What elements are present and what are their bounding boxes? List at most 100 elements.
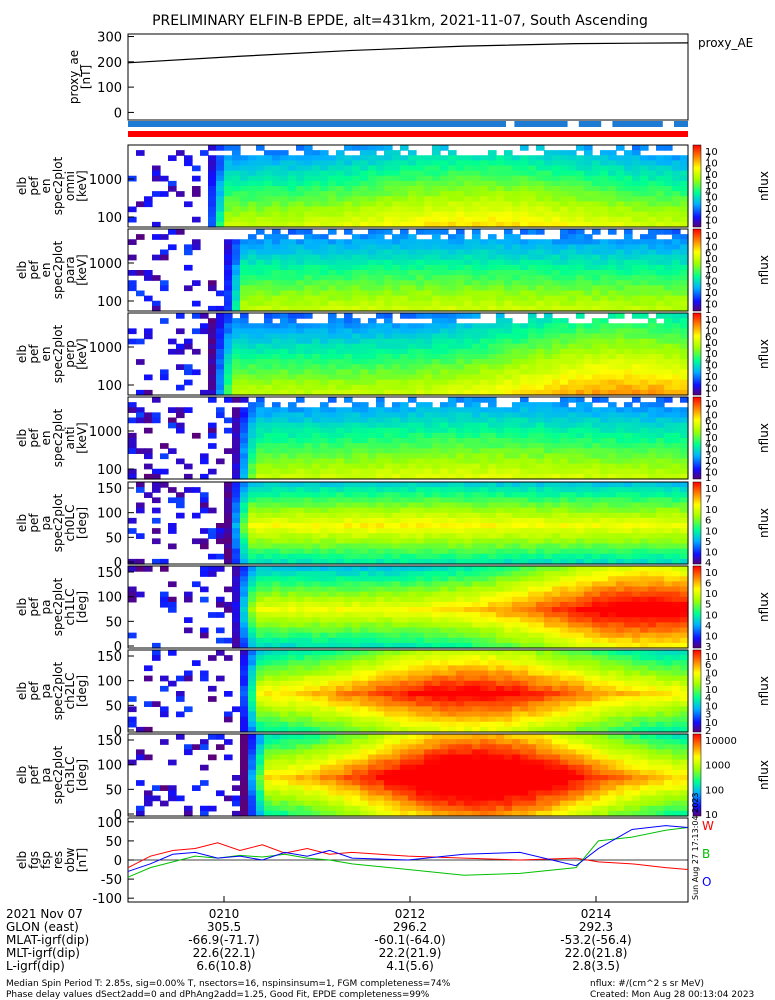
heatmap-cell <box>320 432 329 439</box>
heatmap-cell <box>192 581 201 588</box>
heatmap-cell <box>424 285 433 292</box>
heatmap-cell <box>680 468 689 475</box>
heatmap-cell <box>272 295 281 302</box>
heatmap-cell <box>624 290 633 297</box>
heatmap-cell <box>248 389 257 396</box>
heatmap-cell <box>464 533 473 539</box>
heatmap-cell <box>400 229 409 235</box>
heatmap-cell <box>496 458 505 465</box>
heatmap-cell <box>528 359 537 365</box>
heatmap-cell <box>240 528 249 534</box>
heatmap-cell <box>432 523 441 529</box>
heatmap-cell <box>280 553 289 560</box>
heatmap-cell <box>344 275 353 281</box>
heatmap-cell <box>632 249 641 256</box>
heatmap-cell <box>432 175 441 182</box>
heatmap-cell <box>136 201 145 208</box>
heatmap-cell <box>664 328 673 335</box>
heatmap-cell <box>328 165 337 172</box>
heatmap-cell <box>344 155 353 161</box>
heatmap-cell <box>392 270 401 276</box>
heatmap-cell <box>624 160 633 167</box>
heatmap-cell <box>288 443 297 449</box>
heatmap-cell <box>416 216 425 223</box>
heatmap-cell <box>416 497 425 504</box>
y-axis-label-line: perp <box>63 340 77 368</box>
heatmap-cell <box>528 402 537 408</box>
heatmap-cell <box>280 369 289 376</box>
heatmap-cell <box>432 249 441 256</box>
heatmap-cell <box>552 468 561 475</box>
heatmap-cell <box>392 402 401 408</box>
heatmap-cell <box>496 379 505 386</box>
heatmap-cell <box>648 507 657 514</box>
heatmap-cell <box>512 206 521 213</box>
heatmap-cell <box>352 259 361 266</box>
heatmap-cell <box>496 270 505 276</box>
heatmap-cell <box>648 165 657 172</box>
heatmap-cell <box>672 155 681 161</box>
heatmap-cell <box>632 270 641 276</box>
heatmap-cell <box>328 186 337 192</box>
heatmap-cell <box>392 427 401 434</box>
colorbar-tick-label: 10 <box>705 484 718 495</box>
heatmap-cell <box>240 270 249 276</box>
heatmap-cell <box>616 468 625 475</box>
heatmap-cell <box>304 523 313 529</box>
heatmap-cell <box>520 290 529 297</box>
heatmap-cell <box>320 523 329 529</box>
heatmap-cell <box>536 507 545 514</box>
heatmap-cell <box>344 558 353 565</box>
heatmap-cell <box>576 523 585 529</box>
heatmap-cell <box>272 591 281 598</box>
heatmap-cell <box>176 458 185 465</box>
heatmap-cell <box>600 264 609 271</box>
heatmap-cell <box>656 438 665 444</box>
heatmap-cell <box>584 453 593 460</box>
heatmap-cell <box>208 211 217 218</box>
heatmap-cell <box>552 379 561 386</box>
heatmap-cell <box>464 206 473 213</box>
heatmap-cell <box>336 523 345 529</box>
heatmap-cell <box>256 637 265 644</box>
heatmap-cell <box>584 384 593 391</box>
heatmap-cell <box>568 407 577 413</box>
heatmap-cell <box>464 523 473 529</box>
heatmap-cell <box>560 502 569 509</box>
heatmap-cell <box>344 528 353 534</box>
heatmap-cell <box>448 443 457 449</box>
heatmap-cell <box>600 191 609 197</box>
heatmap-cell <box>232 175 241 182</box>
heatmap-cell <box>384 348 393 355</box>
heatmap-cell <box>496 417 505 424</box>
heatmap-cell <box>360 249 369 256</box>
heatmap-cell <box>328 323 337 329</box>
heatmap-cell <box>160 191 169 197</box>
heatmap-cell <box>608 422 617 429</box>
heatmap-cell <box>560 468 569 475</box>
heatmap-cell <box>296 482 305 488</box>
heatmap-cell <box>176 427 185 434</box>
heatmap-cell <box>616 412 625 419</box>
heatmap-cell <box>408 517 417 524</box>
heatmap-cell <box>632 323 641 329</box>
heatmap-cell <box>480 453 489 460</box>
heatmap-cell <box>488 422 497 429</box>
heatmap-cell <box>576 259 585 266</box>
heatmap-cell <box>584 468 593 475</box>
heatmap-cell <box>584 211 593 218</box>
heatmap-cell <box>560 412 569 419</box>
heatmap-cell <box>568 523 577 529</box>
heatmap-cell <box>224 328 233 335</box>
heatmap-cell <box>272 412 281 419</box>
heatmap-cell <box>664 359 673 365</box>
heatmap-cell <box>320 191 329 197</box>
heatmap-cell <box>432 170 441 177</box>
heatmap-cell <box>504 523 513 529</box>
heatmap-cell <box>480 438 489 444</box>
heatmap-cell <box>528 523 537 529</box>
heatmap-cell <box>408 553 417 560</box>
heatmap-cell <box>552 280 561 286</box>
heatmap-cell <box>472 422 481 429</box>
heatmap-cell <box>136 482 145 488</box>
